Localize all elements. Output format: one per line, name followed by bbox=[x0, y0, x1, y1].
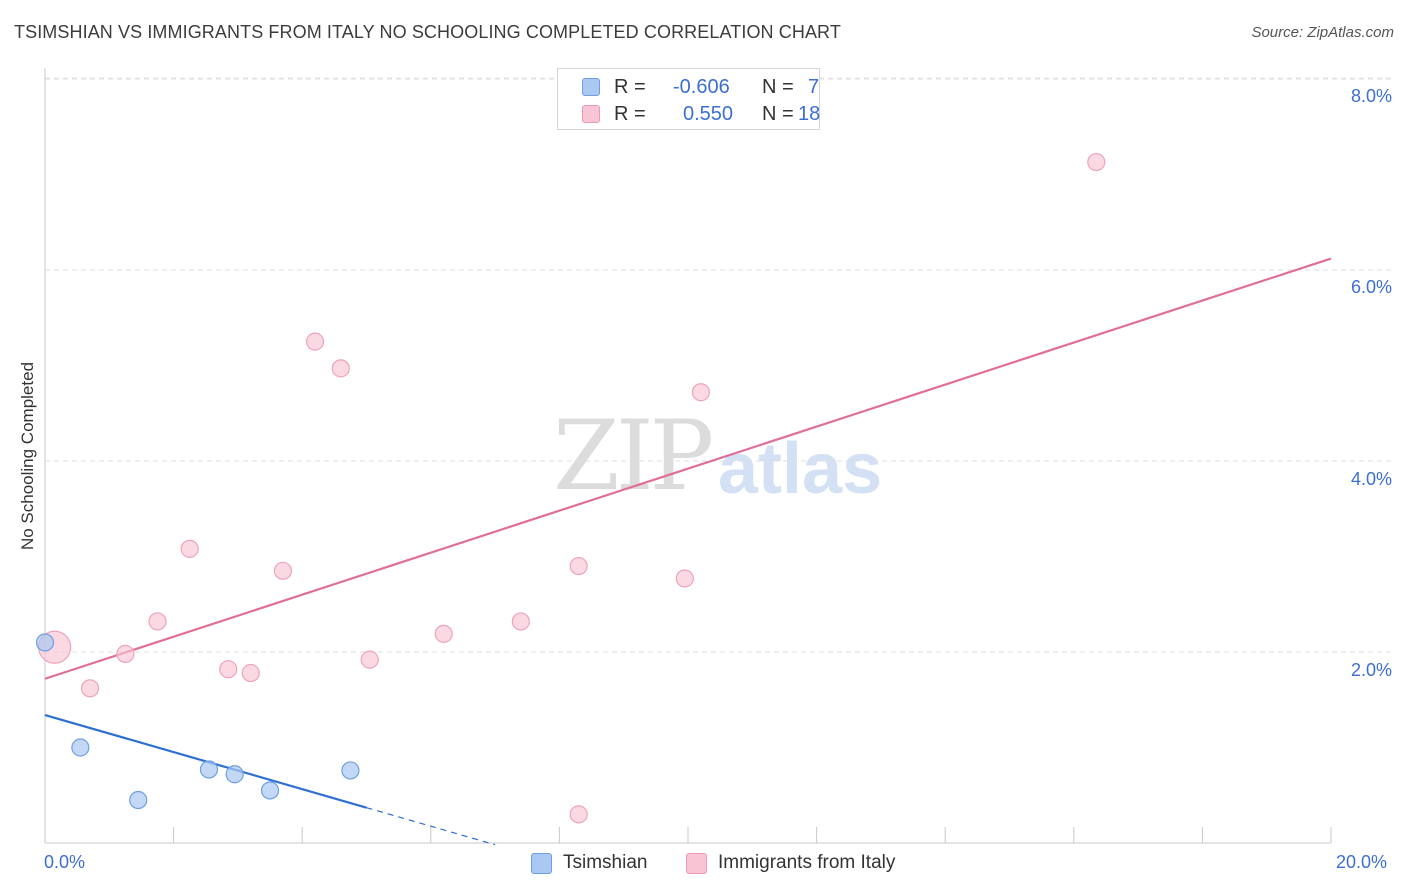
tsimshian-trend-extension bbox=[366, 807, 496, 846]
italy-point bbox=[80, 679, 100, 698]
italy-point bbox=[569, 556, 588, 576]
italy-swatch bbox=[582, 105, 600, 123]
italy-point bbox=[511, 612, 530, 631]
y-tick-label-8: 8.0% bbox=[1350, 86, 1392, 106]
italy-legend-swatch bbox=[686, 853, 707, 874]
tsimshian-point bbox=[260, 781, 280, 800]
r-value: -0.606 bbox=[673, 76, 730, 98]
legend-label: Immigrants from Italy bbox=[718, 852, 896, 873]
y-tick-label-4: 4.0% bbox=[1350, 469, 1392, 489]
italy-point bbox=[569, 805, 588, 824]
italy-point bbox=[219, 660, 238, 679]
tsimshian-point bbox=[225, 765, 244, 784]
tsimshian-point bbox=[199, 760, 219, 779]
source-credit: Source: ZipAtlas.com bbox=[1251, 24, 1394, 41]
tsimshian-swatch bbox=[582, 78, 600, 96]
italy-point bbox=[360, 650, 379, 669]
x-tick-label-max: 20.0% bbox=[1336, 852, 1388, 872]
stats-legend: R = -0.606 N = 7 R = 0.550 N = 18 bbox=[557, 68, 820, 130]
italy-point bbox=[331, 359, 350, 378]
italy-point bbox=[305, 332, 325, 351]
y-axis-label: No Schooling Completed bbox=[18, 361, 37, 551]
r-label: R = bbox=[614, 103, 646, 125]
watermark-atlas: atlas bbox=[718, 429, 883, 509]
n-label: N = bbox=[762, 103, 794, 125]
chart-title: TSIMSHIAN VS IMMIGRANTS FROM ITALY NO SC… bbox=[14, 22, 841, 42]
italy-point bbox=[434, 624, 453, 643]
italy-point bbox=[691, 383, 710, 402]
tsimshian-point bbox=[71, 738, 90, 757]
y-tick-label-2: 2.0% bbox=[1350, 660, 1392, 680]
r-label: R = bbox=[614, 76, 646, 98]
n-value: 7 bbox=[808, 76, 820, 98]
italy-point bbox=[148, 612, 167, 631]
italy-point bbox=[675, 569, 694, 588]
italy-point bbox=[273, 561, 293, 580]
tsimshian-point bbox=[35, 633, 55, 652]
italy-trend-line bbox=[44, 257, 1332, 680]
watermark-zip: ZIP bbox=[553, 400, 714, 512]
legend-label: Tsimshian bbox=[563, 852, 648, 873]
italy-point bbox=[241, 663, 260, 683]
italy-point bbox=[180, 539, 199, 558]
x-tick-label-min: 0.0% bbox=[44, 852, 86, 872]
italy-point bbox=[116, 644, 135, 664]
n-value: 18 bbox=[798, 103, 821, 125]
r-value: 0.550 bbox=[683, 103, 734, 125]
italy-point bbox=[1087, 152, 1106, 172]
tsimshian-point bbox=[341, 761, 360, 780]
tsimshian-legend-swatch bbox=[531, 853, 552, 874]
y-tick-label-6: 6.0% bbox=[1350, 277, 1392, 297]
n-label: N = bbox=[762, 76, 794, 98]
tsimshian-point bbox=[129, 790, 148, 810]
